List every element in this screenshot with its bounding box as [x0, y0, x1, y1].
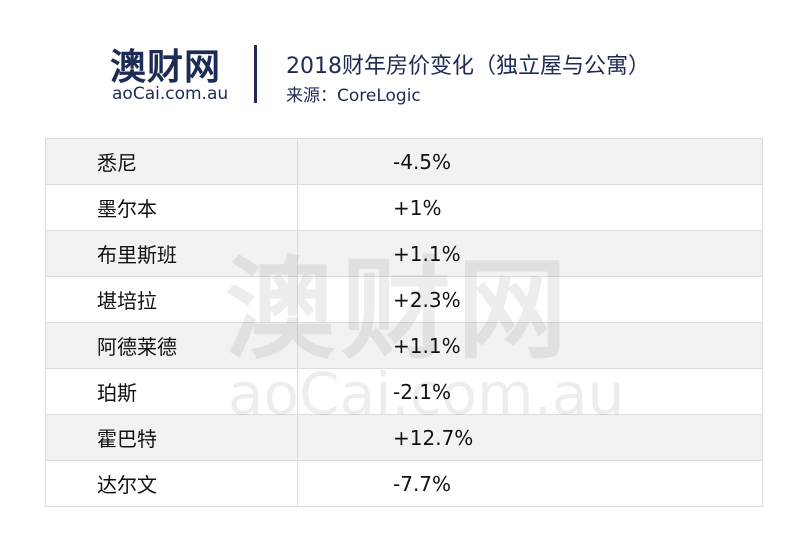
- change: -4.5%: [297, 138, 763, 185]
- table-row: 悉尼 -4.5%: [45, 138, 763, 185]
- title: 2018财年房价变化（独立屋与公寓）: [286, 54, 650, 79]
- source: 来源：CoreLogic: [286, 86, 421, 106]
- table-row: 堪培拉 +2.3%: [45, 276, 763, 323]
- logo: 澳财网: [110, 47, 222, 88]
- change: +1.1%: [297, 230, 763, 277]
- table-row: 墨尔本 +1%: [45, 184, 763, 231]
- table-row: 阿德莱德 +1.1%: [45, 322, 763, 369]
- logo-url: aoCai.com.au: [112, 84, 229, 104]
- city: 阿德莱德: [45, 322, 298, 369]
- table-row: 布里斯班 +1.1%: [45, 230, 763, 277]
- change: +12.7%: [297, 414, 763, 461]
- change: +1.1%: [297, 322, 763, 369]
- city: 墨尔本: [45, 184, 298, 231]
- city: 悉尼: [45, 138, 298, 185]
- change: -2.1%: [297, 368, 763, 415]
- city: 堪培拉: [45, 276, 298, 323]
- divider: [254, 45, 257, 103]
- city: 珀斯: [45, 368, 298, 415]
- change: +2.3%: [297, 276, 763, 323]
- city: 达尔文: [45, 460, 298, 507]
- city: 布里斯班: [45, 230, 298, 277]
- table-row: 达尔文 -7.7%: [45, 460, 763, 507]
- table-row: 霍巴特 +12.7%: [45, 414, 763, 461]
- change: -7.7%: [297, 460, 763, 507]
- table-row: 珀斯 -2.1%: [45, 368, 763, 415]
- change: +1%: [297, 184, 763, 231]
- price-table: 悉尼 -4.5% 墨尔本 +1% 布里斯班 +1.1% 堪培拉 +2.3% 阿德莱德 +1.1% 珀…: [45, 138, 763, 507]
- city: 霍巴特: [45, 414, 298, 461]
